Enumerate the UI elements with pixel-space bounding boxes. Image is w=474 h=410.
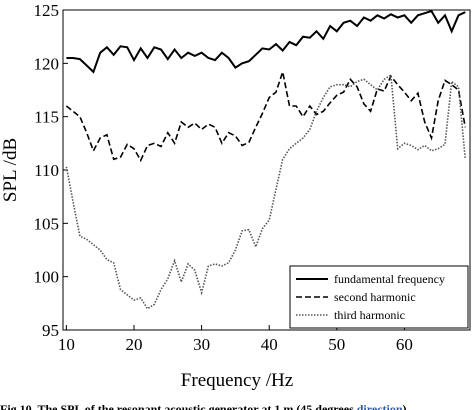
x-tick-label: 40 bbox=[261, 335, 278, 354]
caption: Fig 10. The SPL of the resonant acoustic… bbox=[0, 402, 407, 410]
y-tick-label: 100 bbox=[34, 268, 60, 287]
x-tick-label: 30 bbox=[193, 335, 210, 354]
data-line bbox=[66, 9, 466, 74]
x-tick-label: 50 bbox=[328, 335, 345, 354]
y-tick-label: 115 bbox=[34, 108, 59, 127]
legend-label: second harmonic bbox=[334, 290, 416, 304]
x-tick-label: 20 bbox=[125, 335, 142, 354]
legend-label: third harmonic bbox=[334, 308, 405, 322]
caption-text: Fig 10. The SPL of the resonant acoustic… bbox=[0, 402, 357, 410]
x-tick-label: 60 bbox=[396, 335, 413, 354]
y-tick-label: 95 bbox=[42, 321, 59, 340]
y-tick-label: 105 bbox=[34, 214, 60, 233]
x-tick-label: 10 bbox=[58, 335, 75, 354]
y-axis-label: SPL /dB bbox=[0, 138, 21, 202]
y-tick-label: 120 bbox=[34, 54, 60, 73]
caption-end: ) bbox=[403, 402, 407, 410]
x-axis-label: Frequency /Hz bbox=[181, 370, 293, 391]
y-tick-label: 110 bbox=[34, 161, 59, 180]
legend-label: fundamental frequency bbox=[334, 272, 445, 286]
caption-link[interactable]: direction bbox=[357, 402, 403, 410]
y-tick-label: 125 bbox=[34, 1, 60, 20]
data-line bbox=[65, 68, 467, 163]
